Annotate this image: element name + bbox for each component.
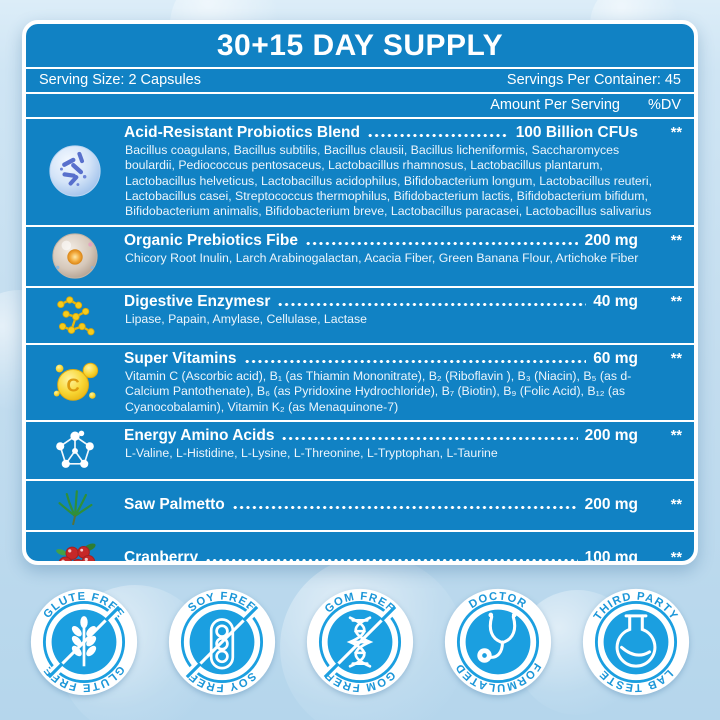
divider <box>26 92 694 94</box>
ingredient-name: Acid-Resistant Probiotics Blend <box>124 124 360 141</box>
ingredient-row-saw-palmetto: Saw Palmetto 200 mg ** <box>26 478 694 530</box>
badge-gluten-free: GLUTE FREE GLUTE FREE <box>30 588 138 696</box>
ingredient-sublist: Lipase, Papain, Amylase, Cellulase, Lact… <box>125 311 367 326</box>
lab-flask-icon <box>615 614 657 668</box>
ingredient-sublist: Vitamin C (Ascorbic acid), B₁ (as Thiami… <box>125 368 632 414</box>
daily-value-asterisks: ** <box>670 232 682 249</box>
vitamin-c-icon: C <box>26 349 124 415</box>
amount-per-serving-row: Amount Per Serving %DV <box>26 94 694 117</box>
supply-title: 30+15 DAY SUPPLY <box>216 29 504 62</box>
dot-leader <box>277 302 587 306</box>
daily-value-asterisks: ** <box>670 497 682 514</box>
serving-row: Serving Size: 2 Capsules Servings Per Co… <box>26 69 694 92</box>
ingredient-row-vitamins: C Super Vitamins 60 mg ** Vitamin C (Asc… <box>26 342 694 420</box>
saw-palmetto-icon <box>26 485 124 525</box>
ingredient-amount: 100 Billion CFUs <box>515 124 638 141</box>
dot-leader <box>305 241 578 245</box>
supplement-facts-panel: 30+15 DAY SUPPLY Serving Size: 2 Capsule… <box>22 20 698 565</box>
badge-doctor-formulated: DOCTOR FORMULATED <box>444 588 552 696</box>
enzymes-molecule-icon <box>26 292 124 338</box>
ingredient-row-cranberry: Cranberry 100 mg ** <box>26 529 694 565</box>
divider <box>26 67 694 69</box>
ingredient-name: Organic Prebiotics Fibe <box>124 231 298 249</box>
ingredient-amount: 40 mg <box>593 292 638 310</box>
daily-value-asterisks: ** <box>670 125 682 141</box>
ingredient-row-probiotics: Acid-Resistant Probiotics Blend 100 Bill… <box>26 117 694 225</box>
badge-gmo-free: GOM FREE GOM FREE <box>306 588 414 696</box>
ingredient-name: Cranberry <box>124 549 199 565</box>
dot-leader <box>281 436 578 440</box>
svg-text:C: C <box>66 374 79 395</box>
daily-value-asterisks: ** <box>670 293 682 310</box>
ingredient-amount: 200 mg <box>584 426 638 444</box>
stethoscope-icon <box>477 612 517 663</box>
ingredient-amount: 60 mg <box>593 349 638 367</box>
ingredient-row-amino-acids: Energy Amino Acids 200 mg ** L-Valine, L… <box>26 419 694 479</box>
ingredient-amount: 200 mg <box>584 496 638 514</box>
dv-header: %DV <box>647 97 681 113</box>
ingredient-name: Energy Amino Acids <box>124 426 275 444</box>
serving-size: Serving Size: 2 Capsules <box>39 72 201 88</box>
ingredient-name: Digestive Enzymesr <box>124 292 271 310</box>
certification-badges: GLUTE FREE GLUTE FREE <box>30 588 690 696</box>
prebiotics-sphere-icon <box>26 231 124 281</box>
badge-soy-free: SOY FREE SOY FREE <box>168 588 276 696</box>
ingredient-row-enzymes: Digestive Enzymesr 40 mg ** Lipase, Papa… <box>26 285 694 343</box>
dna-icon <box>346 616 374 668</box>
cranberry-icon <box>26 536 124 561</box>
probiotics-sphere-icon <box>26 123 124 220</box>
ingredient-amount: 100 mg <box>584 549 638 565</box>
soy-pod-icon <box>209 618 235 670</box>
badge-third-party-lab-tested: THIRD PARTY LAB TESTE <box>582 588 690 696</box>
dot-leader <box>366 133 509 137</box>
ingredient-name: Saw Palmetto <box>124 496 225 514</box>
ingredient-sublist: Chicory Root Inulin, Larch Arabinogalact… <box>125 250 639 265</box>
ingredient-sublist: Bacillus coagulans, Bacillus subtilis, B… <box>125 143 653 219</box>
daily-value-asterisks: ** <box>670 427 682 444</box>
daily-value-asterisks: ** <box>670 350 682 367</box>
ingredient-amount: 200 mg <box>584 231 638 249</box>
servings-per-container: Servings Per Container: 45 <box>506 72 681 88</box>
ingredient-name: Super Vitamins <box>124 349 237 367</box>
dot-leader <box>231 506 578 510</box>
amount-per-serving-header: Amount Per Serving <box>490 97 620 113</box>
ingredient-row-prebiotics: Organic Prebiotics Fibe 200 mg ** Chicor… <box>26 224 694 286</box>
dot-leader <box>205 559 578 561</box>
ingredient-sublist: L-Valine, L-Histidine, L-Lysine, L-Threo… <box>125 445 498 460</box>
amino-molecule-icon <box>26 426 124 474</box>
daily-value-asterisks: ** <box>670 550 682 565</box>
dot-leader <box>243 359 587 363</box>
wheat-icon <box>71 616 97 667</box>
